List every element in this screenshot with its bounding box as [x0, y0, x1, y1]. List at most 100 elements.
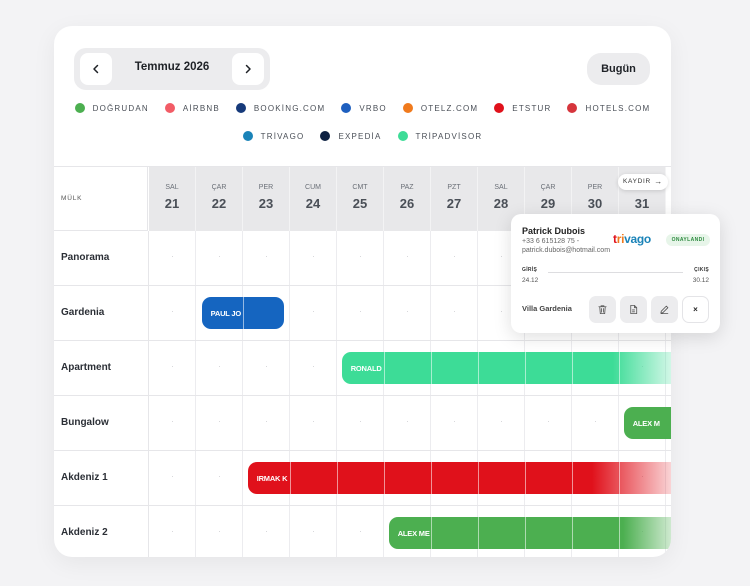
legend-dot [235, 103, 246, 113]
today-button[interactable]: Bugün [587, 53, 650, 85]
bar-day-divider [618, 517, 620, 549]
day-cell[interactable] [384, 396, 431, 450]
legend-dot [567, 103, 578, 113]
day-cell[interactable] [149, 231, 196, 285]
day-cell[interactable] [290, 231, 337, 285]
legend-item: BOOKİNG.COM [235, 102, 326, 114]
property-row: Bungalow ALEX M [54, 396, 671, 451]
prev-month-button[interactable] [80, 53, 112, 85]
booking-bar[interactable]: PAUL JO [201, 297, 285, 329]
bar-day-divider [477, 462, 479, 494]
next-month-button[interactable] [232, 53, 264, 85]
trivago-logo: trivago [613, 232, 651, 246]
day-cell[interactable] [149, 451, 196, 505]
booking-bar[interactable]: IRMAK K [247, 462, 671, 494]
day-cell[interactable] [290, 286, 337, 340]
day-of-week: ÇAR [211, 184, 227, 191]
checkin-label: GİRİŞ [522, 267, 538, 273]
day-cell[interactable] [149, 396, 196, 450]
day-cell[interactable] [196, 506, 243, 557]
property-row: Apartment RONALD [54, 341, 671, 396]
legend-label: EXPEDİA [338, 131, 382, 141]
day-cell[interactable] [337, 231, 384, 285]
day-cell[interactable] [243, 506, 290, 557]
day-header: CMT 25 [337, 167, 384, 231]
legend-item: AİRBNB [164, 102, 220, 114]
legend-label: HOTELS.COM [585, 103, 651, 113]
day-number: 30 [587, 196, 603, 211]
day-cell[interactable] [525, 396, 572, 450]
document-button[interactable] [620, 296, 647, 323]
legend-dot [320, 131, 331, 141]
day-cell[interactable] [431, 231, 478, 285]
scroll-hint-button[interactable]: KAYDIR → [618, 174, 668, 190]
booking-bar[interactable]: ALEX ME [388, 517, 671, 549]
legend-item: OTELZ.COM [402, 102, 479, 114]
property-column-label: MÜLK [61, 195, 83, 202]
edit-button[interactable] [651, 296, 678, 323]
day-cell[interactable] [337, 506, 384, 557]
guest-email: patrick.dubois@hotmail.com [522, 247, 611, 254]
legend-dot [74, 103, 85, 113]
month-navigator: Temmuz 2026 [74, 48, 270, 90]
legend-label: TRİVAGO [260, 131, 305, 141]
booking-guest-label: PAUL JO [210, 308, 242, 318]
bar-day-divider [383, 462, 385, 494]
day-number: 21 [164, 196, 180, 211]
day-cell[interactable] [149, 506, 196, 557]
day-cell[interactable] [290, 341, 337, 395]
day-cell[interactable] [384, 286, 431, 340]
status-badge: ONAYLANDI [666, 234, 710, 246]
property-name: Gardenia [61, 307, 105, 318]
day-of-week: SAL [165, 184, 179, 191]
document-icon [630, 304, 638, 315]
property-row: Akdeniz 1 IRMAK K [54, 451, 671, 506]
booking-bar[interactable]: RONALD [341, 352, 671, 384]
delete-button[interactable] [589, 296, 616, 323]
booking-detail-popup: Patrick Dubois +33 6 615128 75 - patrick… [511, 214, 720, 333]
day-cell[interactable] [149, 286, 196, 340]
legend-item: TRİPADVİSOR [397, 130, 483, 142]
day-cell[interactable] [572, 396, 619, 450]
day-cell[interactable] [337, 286, 384, 340]
scroll-hint-label: KAYDIR [623, 178, 651, 185]
legend-label: OTELZ.COM [420, 103, 479, 113]
day-cell[interactable] [196, 396, 243, 450]
legend-dot [397, 131, 408, 141]
day-number: 22 [211, 196, 227, 211]
day-cell[interactable] [196, 341, 243, 395]
day-cell[interactable] [243, 396, 290, 450]
day-header: PZT 27 [431, 167, 478, 231]
bar-day-divider [430, 462, 432, 494]
day-cell[interactable] [290, 396, 337, 450]
day-cell[interactable] [431, 286, 478, 340]
guest-phone: +33 6 615128 75 - [522, 238, 580, 245]
day-cell[interactable] [196, 231, 243, 285]
legend-item: EXPEDİA [320, 130, 381, 142]
legend-label: BOOKİNG.COM [253, 103, 326, 113]
day-of-week: SAL [494, 184, 508, 191]
bar-day-divider [618, 462, 620, 494]
close-icon: × [693, 305, 698, 314]
day-cell[interactable] [431, 396, 478, 450]
day-cell[interactable] [243, 231, 290, 285]
day-cell[interactable] [196, 451, 243, 505]
legend-label: VRBO [359, 103, 387, 113]
close-popup-button[interactable]: × [682, 296, 709, 323]
legend-item: ETSTUR [494, 102, 551, 114]
day-cell[interactable] [243, 341, 290, 395]
legend-label: TRİPADVİSOR [415, 131, 483, 141]
day-number: 28 [493, 196, 509, 211]
booking-bar[interactable]: ALEX M [623, 407, 671, 439]
day-cell[interactable] [384, 231, 431, 285]
day-cell[interactable] [149, 341, 196, 395]
day-cell[interactable] [290, 506, 337, 557]
bar-day-divider [242, 297, 244, 329]
day-cell[interactable] [478, 396, 525, 450]
bar-day-divider [430, 517, 432, 549]
day-cell[interactable] [337, 396, 384, 450]
grid-corner: MÜLK [54, 167, 148, 231]
bar-day-divider [524, 462, 526, 494]
chevron-left-icon [93, 64, 99, 74]
legend-item: TRİVAGO [242, 130, 305, 142]
